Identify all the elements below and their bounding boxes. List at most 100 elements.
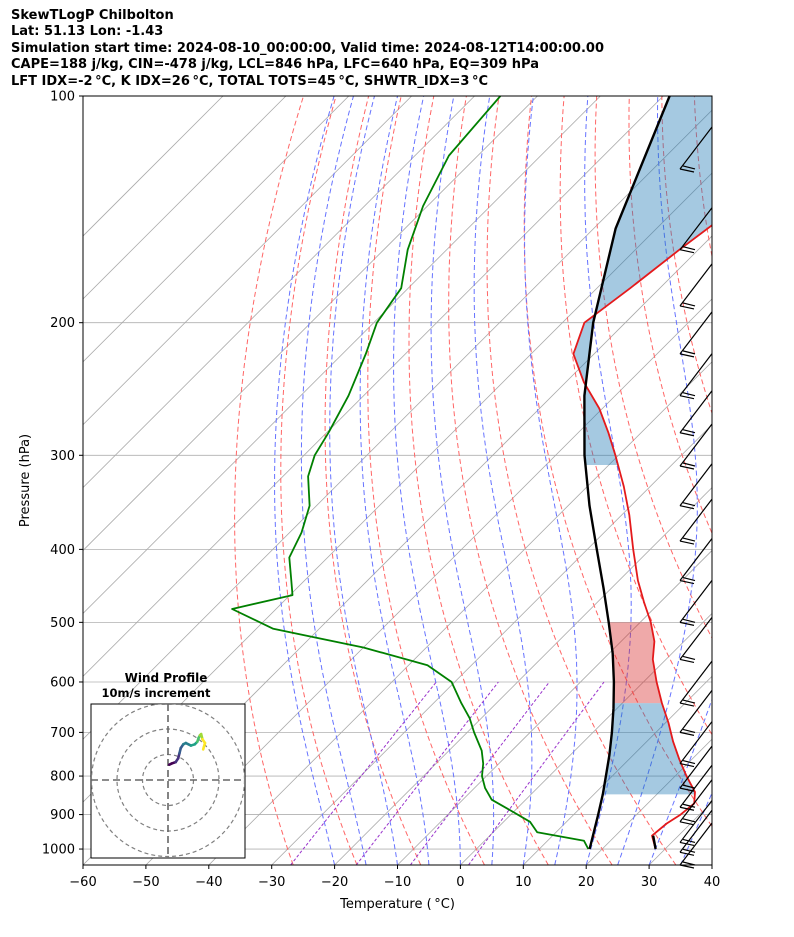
mixing-ratio-line: [468, 681, 605, 865]
temperature-line: [572, 224, 712, 850]
y-tick-label: 700: [50, 726, 75, 741]
wind-barb-flag: [679, 505, 695, 510]
wind-barb-shaft: [679, 745, 713, 789]
wind-barb-flag: [679, 762, 695, 768]
wind-barb-flag: [682, 392, 696, 397]
wind-barb-flag: [682, 848, 696, 853]
wind-barb-flag: [682, 759, 696, 765]
moist-adiabat-line: [274, 96, 336, 865]
y-tick-label: 200: [50, 316, 75, 331]
wind-barbs: [679, 126, 713, 869]
x-tick-label: −20: [321, 875, 348, 890]
x-tick-label: 40: [704, 875, 721, 890]
isotherm-line: [397, 549, 712, 865]
wind-barb-flag: [679, 851, 695, 856]
hodograph-title: Wind Profile: [125, 671, 208, 685]
hodograph-subtitle: 10m/s increment: [102, 686, 211, 700]
cin-shading: [573, 96, 712, 465]
stability-indices-label: LFT IDX=-2 °C, K IDX=26 °C, TOTAL TOTS=4…: [11, 73, 489, 89]
dry-adiabat-line: [280, 96, 358, 865]
moist-adiabat-line: [584, 96, 632, 865]
wind-barb-shaft: [679, 764, 713, 808]
wind-barb-flag: [682, 165, 696, 170]
wind-barb-shaft: [679, 579, 713, 623]
wind-barb: [679, 311, 713, 358]
dry-adiabat-line: [693, 96, 712, 259]
wind-barb-shaft: [679, 538, 713, 581]
wind-barb-flag: [682, 576, 696, 582]
isotherm-line: [83, 109, 712, 740]
wind-barb-shaft: [679, 126, 713, 170]
isotherm-line: [271, 424, 712, 865]
wind-barb: [679, 579, 713, 626]
wind-barb-shaft: [679, 800, 713, 843]
dry-adiabat-line: [760, 96, 794, 865]
mixing-ratio-line: [355, 681, 499, 865]
moist-adiabat-line: [300, 96, 367, 865]
y-tick-label: 300: [50, 449, 75, 464]
wind-barb-flag: [682, 246, 696, 251]
wind-barb: [679, 463, 713, 510]
moist-adiabat-line: [329, 96, 398, 865]
wind-barb-flag: [682, 803, 696, 808]
y-tick-label: 1000: [42, 843, 75, 858]
isotherm-line: [83, 96, 601, 614]
wind-barb: [679, 745, 713, 792]
wind-barb-flag: [679, 168, 695, 173]
wind-barb: [679, 207, 713, 254]
wind-barb: [679, 538, 713, 585]
y-tick-label: 600: [50, 675, 75, 690]
shaded-areas: [573, 96, 712, 795]
x-tick-label: 10: [515, 875, 532, 890]
isotherm-line: [83, 96, 350, 363]
y-tick-label: 400: [50, 543, 75, 558]
isotherm-line: [83, 96, 412, 426]
wind-barb: [679, 617, 713, 664]
wind-barb-shaft: [679, 423, 713, 467]
isotherm-line: [775, 96, 794, 865]
wind-barb-flag: [682, 728, 696, 733]
y-tick-label: 800: [50, 770, 75, 785]
wind-barb-flag: [679, 579, 695, 585]
cin-shading: [602, 703, 695, 795]
convective-indices-label: CAPE=188 j/kg, CIN=-478 j/kg, LCL=846 hP…: [11, 57, 539, 73]
wind-barb-flag: [682, 537, 696, 542]
dry-adiabat-line: [628, 96, 712, 535]
parcel-profile-line: [583, 96, 671, 850]
hodograph-plot: [91, 704, 245, 858]
moist-adiabat-line: [359, 96, 430, 865]
wind-barb-flag: [682, 655, 696, 661]
wind-barb-flag: [682, 429, 696, 434]
moist-adiabat-line: [617, 96, 698, 865]
wind-barb-shaft: [679, 690, 713, 733]
wind-barb-shaft: [679, 390, 713, 434]
wind-barb: [679, 809, 713, 856]
wind-barb: [679, 764, 713, 811]
moist-adiabat-line: [524, 96, 578, 865]
isotherm-line: [523, 675, 712, 865]
isotherm-line: [83, 96, 664, 677]
wind-barb-shaft: [679, 463, 713, 507]
wind-barb: [679, 263, 713, 310]
wind-barb-flag: [679, 432, 695, 437]
x-tick-label: −60: [69, 875, 96, 890]
moist-adiabat-line: [430, 96, 495, 865]
isotherm-line: [711, 864, 712, 865]
wind-barb-shaft: [679, 263, 713, 307]
wind-barb-flag: [682, 699, 696, 704]
wind-barb-flag: [679, 658, 695, 664]
moist-adiabat-line: [711, 863, 712, 865]
wind-barb-shaft: [679, 311, 713, 355]
wind-barb-flag: [679, 353, 695, 358]
wind-barb-shaft: [679, 617, 713, 660]
isotherm-line: [334, 487, 712, 865]
x-tick-label: −30: [258, 875, 285, 890]
chart-title: SkewTLogP Chilbolton: [11, 8, 174, 23]
isotherm-line: [83, 96, 287, 300]
dry-adiabat-line: [324, 96, 422, 865]
wind-barb-flag: [682, 618, 696, 623]
y-tick-label: 100: [50, 90, 75, 105]
y-tick-label: 900: [50, 808, 75, 823]
simulation-time-label: Simulation start time: 2024-08-10_00:00:…: [11, 40, 604, 56]
